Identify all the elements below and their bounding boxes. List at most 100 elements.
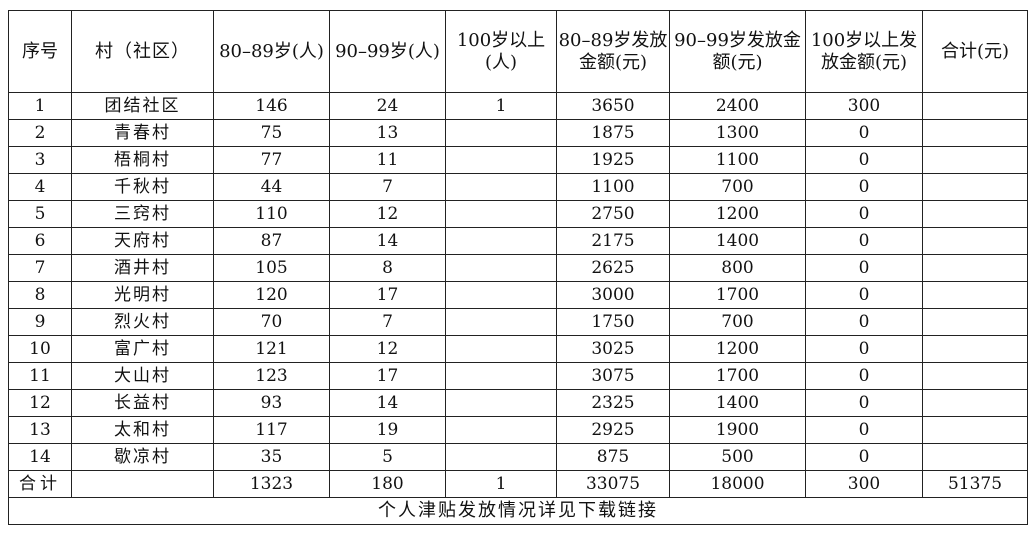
header-cell-count-90: 90–99岁(人) — [329, 10, 446, 93]
amount-90-cell: 700 — [669, 308, 806, 336]
count-100-cell — [445, 173, 557, 201]
table-row: 5 三窍村 110 12 2750 1200 0 — [8, 200, 1028, 228]
count-90-cell: 13 — [329, 119, 446, 147]
count-100-cell: 1 — [445, 92, 557, 120]
row-number-cell: 6 — [8, 227, 72, 255]
row-number-cell: 11 — [8, 362, 72, 390]
amount-90-cell: 1400 — [669, 227, 806, 255]
row-total-cell — [922, 362, 1028, 390]
village-name-cell: 千秋村 — [71, 173, 214, 201]
count-100-cell — [445, 119, 557, 147]
amount-100-cell: 0 — [805, 146, 923, 174]
row-number-cell: 10 — [8, 335, 72, 363]
row-total-cell — [922, 281, 1028, 309]
village-name-cell: 烈火村 — [71, 308, 214, 336]
row-number-cell: 8 — [8, 281, 72, 309]
table-row: 11 大山村 123 17 3075 1700 0 — [8, 362, 1028, 390]
count-90-cell: 24 — [329, 92, 446, 120]
amount-100-cell: 0 — [805, 416, 923, 444]
count-100-cell — [445, 362, 557, 390]
total-count-90: 180 — [329, 470, 446, 498]
amount-80-cell: 3025 — [556, 335, 670, 363]
row-total-cell — [922, 416, 1028, 444]
amount-90-cell: 1700 — [669, 362, 806, 390]
row-number-cell: 2 — [8, 119, 72, 147]
table-row: 2 青春村 75 13 1875 1300 0 — [8, 119, 1028, 147]
amount-80-cell: 1925 — [556, 146, 670, 174]
count-90-cell: 12 — [329, 200, 446, 228]
amount-80-cell: 1875 — [556, 119, 670, 147]
table-row: 6 天府村 87 14 2175 1400 0 — [8, 227, 1028, 255]
count-90-cell: 7 — [329, 173, 446, 201]
row-number-cell: 1 — [8, 92, 72, 120]
row-number-cell: 4 — [8, 173, 72, 201]
count-80-cell: 93 — [213, 389, 330, 417]
row-total-cell — [922, 173, 1028, 201]
amount-100-cell: 0 — [805, 119, 923, 147]
count-90-cell: 7 — [329, 308, 446, 336]
count-90-cell: 19 — [329, 416, 446, 444]
amount-90-cell: 1100 — [669, 146, 806, 174]
footer-note: 个人津贴发放情况详见下载链接 — [8, 497, 1028, 525]
amount-90-cell: 2400 — [669, 92, 806, 120]
count-80-cell: 105 — [213, 254, 330, 282]
amount-80-cell: 2750 — [556, 200, 670, 228]
count-90-cell: 17 — [329, 362, 446, 390]
amount-100-cell: 0 — [805, 443, 923, 471]
table-row: 7 酒井村 105 8 2625 800 0 — [8, 254, 1028, 282]
row-total-cell — [922, 335, 1028, 363]
row-total-cell — [922, 389, 1028, 417]
row-total-cell — [922, 119, 1028, 147]
table-header-row: 序号 村（社区） 80–89岁(人) 90–99岁(人) 100岁以上(人) 8… — [8, 10, 1028, 93]
row-total-cell — [922, 92, 1028, 120]
count-80-cell: 120 — [213, 281, 330, 309]
count-90-cell: 17 — [329, 281, 446, 309]
amount-100-cell: 300 — [805, 92, 923, 120]
count-80-cell: 121 — [213, 335, 330, 363]
header-cell-village: 村（社区） — [71, 10, 214, 93]
table-row: 8 光明村 120 17 3000 1700 0 — [8, 281, 1028, 309]
amount-90-cell: 1300 — [669, 119, 806, 147]
amount-100-cell: 0 — [805, 335, 923, 363]
header-cell-amount-90: 90–99岁发放金额(元) — [669, 10, 806, 93]
count-100-cell — [445, 281, 557, 309]
amount-100-cell: 0 — [805, 227, 923, 255]
count-80-cell: 117 — [213, 416, 330, 444]
row-number-cell: 14 — [8, 443, 72, 471]
total-name-cell — [71, 470, 214, 498]
amount-90-cell: 1700 — [669, 281, 806, 309]
row-total-cell — [922, 443, 1028, 471]
table-row: 10 富广村 121 12 3025 1200 0 — [8, 335, 1028, 363]
count-100-cell — [445, 335, 557, 363]
count-100-cell — [445, 416, 557, 444]
count-100-cell — [445, 443, 557, 471]
count-80-cell: 87 — [213, 227, 330, 255]
total-amount-90: 18000 — [669, 470, 806, 498]
amount-80-cell: 2325 — [556, 389, 670, 417]
amount-80-cell: 3075 — [556, 362, 670, 390]
table-row: 12 长益村 93 14 2325 1400 0 — [8, 389, 1028, 417]
amount-90-cell: 1200 — [669, 335, 806, 363]
table-row: 4 千秋村 44 7 1100 700 0 — [8, 173, 1028, 201]
row-total-cell — [922, 146, 1028, 174]
footer-note-row: 个人津贴发放情况详见下载链接 — [8, 497, 1028, 525]
row-number-cell: 7 — [8, 254, 72, 282]
village-name-cell: 大山村 — [71, 362, 214, 390]
count-80-cell: 75 — [213, 119, 330, 147]
count-80-cell: 35 — [213, 443, 330, 471]
table-row: 14 歇凉村 35 5 875 500 0 — [8, 443, 1028, 471]
count-100-cell — [445, 254, 557, 282]
row-total-cell — [922, 200, 1028, 228]
village-name-cell: 青春村 — [71, 119, 214, 147]
village-name-cell: 酒井村 — [71, 254, 214, 282]
village-name-cell: 太和村 — [71, 416, 214, 444]
count-80-cell: 44 — [213, 173, 330, 201]
count-100-cell — [445, 227, 557, 255]
village-name-cell: 三窍村 — [71, 200, 214, 228]
header-cell-count-80: 80–89岁(人) — [213, 10, 330, 93]
village-name-cell: 梧桐村 — [71, 146, 214, 174]
count-90-cell: 12 — [329, 335, 446, 363]
amount-100-cell: 0 — [805, 173, 923, 201]
amount-90-cell: 1900 — [669, 416, 806, 444]
count-100-cell — [445, 308, 557, 336]
